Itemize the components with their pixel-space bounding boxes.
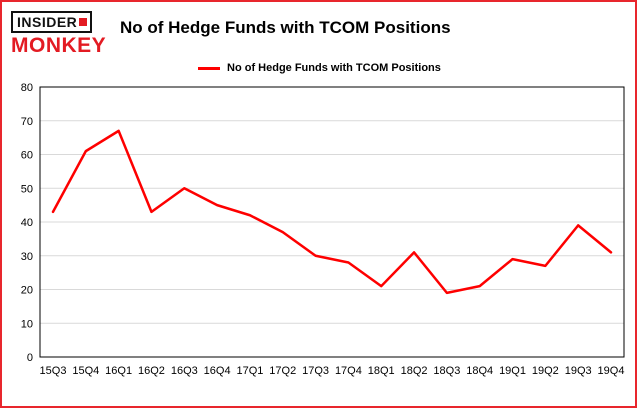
- x-axis-tick-label: 19Q2: [532, 365, 559, 377]
- x-axis-tick-label: 17Q4: [335, 365, 362, 377]
- x-axis-tick-label: 17Q1: [236, 365, 263, 377]
- logo-red-square-icon: [79, 18, 88, 26]
- y-axis-tick-label: 20: [21, 285, 33, 297]
- logo-monkey-text: MONKEY: [11, 34, 107, 57]
- y-axis-tick-label: 10: [21, 318, 33, 330]
- x-axis-tick-label: 16Q2: [138, 365, 165, 377]
- y-axis-tick-label: 50: [21, 183, 33, 195]
- x-axis-tick-label: 16Q3: [171, 365, 198, 377]
- chart-title: No of Hedge Funds with TCOM Positions: [120, 18, 451, 37]
- x-axis-tick-label: 17Q3: [302, 365, 329, 377]
- y-axis-tick-label: 60: [21, 150, 33, 162]
- plot-border: [39, 86, 625, 358]
- y-axis-tick-label: 30: [21, 251, 33, 263]
- x-axis-tick-label: 15Q3: [40, 365, 67, 377]
- legend-label: No of Hedge Funds with TCOM Positions: [227, 62, 441, 74]
- x-axis-tick-label: 19Q3: [565, 365, 592, 377]
- logo-insider-text: INSIDER: [17, 14, 78, 30]
- chart-legend: No of Hedge Funds with TCOM Positions: [198, 62, 441, 74]
- line-chart-svg: 0 10 20 30 40 50 60 70 80 15Q3 15Q4 16Q1 16Q2 16Q3 16Q…: [21, 82, 625, 377]
- hedge-funds-line-series: [51, 129, 613, 295]
- x-axis-tick-label: 16Q1: [105, 365, 132, 377]
- x-axis-tick-label: 19Q4: [598, 365, 625, 377]
- chart-plot-area: 0 10 20 30 40 50 60 70 80 15Q3 15Q4 16Q1 16Q2 16Q3 16Q…: [2, 80, 635, 406]
- x-axis-tick-label: 18Q4: [466, 365, 493, 377]
- x-axis-tick-label: 19Q1: [499, 365, 526, 377]
- x-axis-tick-label: 15Q4: [72, 365, 99, 377]
- insider-monkey-logo: INSIDER MONKEY: [11, 11, 115, 56]
- logo-insider-wordmark: INSIDER: [11, 11, 93, 33]
- legend-line-swatch: [198, 66, 220, 70]
- x-axis-tick-label: 18Q3: [433, 365, 460, 377]
- x-axis-tick-label: 18Q2: [401, 365, 428, 377]
- y-axis-tick-label: 80: [21, 82, 33, 94]
- x-axis-tick-label: 18Q1: [368, 365, 395, 377]
- x-axis-tick-label: 16Q4: [204, 365, 231, 377]
- y-axis-tick-label: 0: [27, 352, 33, 364]
- y-axis-tick-label: 70: [21, 116, 33, 128]
- x-axis-tick-label: 17Q2: [269, 365, 296, 377]
- y-axis-tick-label: 40: [21, 217, 33, 229]
